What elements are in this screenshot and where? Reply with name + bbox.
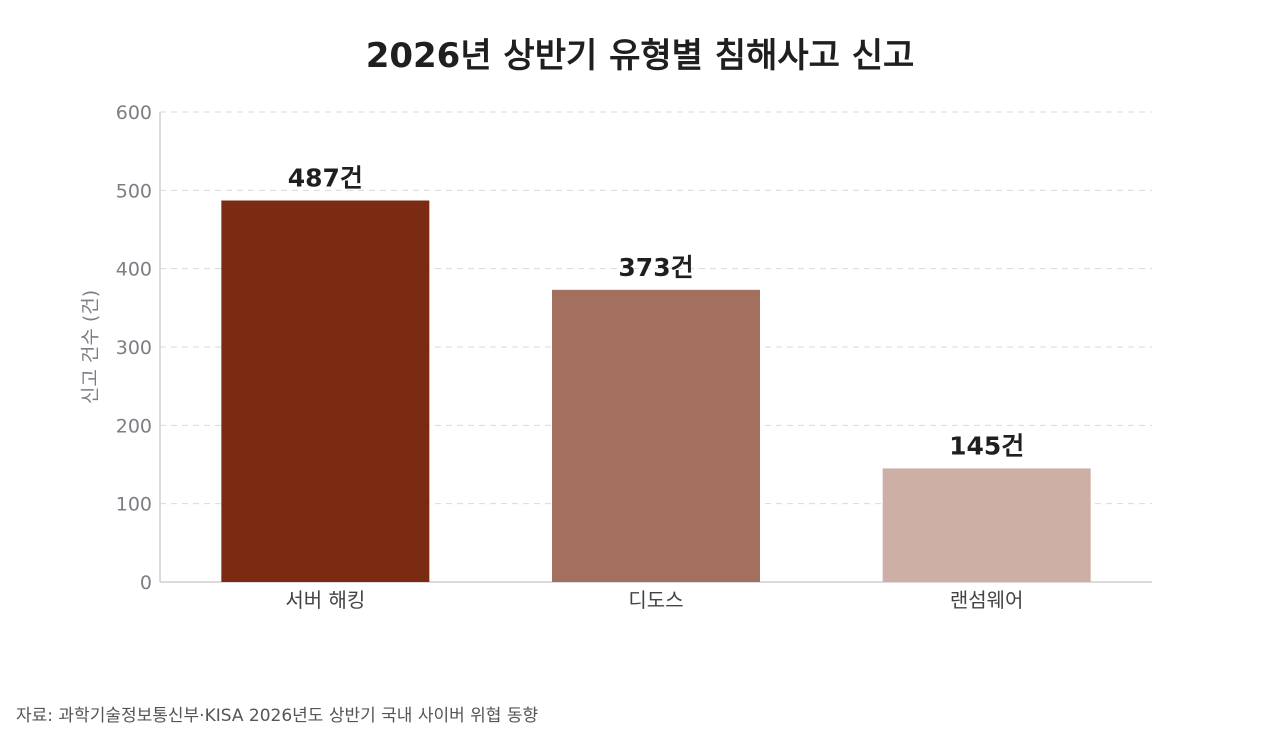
y-tick-label: 400 bbox=[116, 259, 152, 281]
y-tick-label: 200 bbox=[116, 415, 152, 437]
x-tick-label: 디도스 bbox=[628, 588, 683, 612]
bar-1 bbox=[221, 200, 430, 582]
source-note: 자료: 과학기술정보통신부·KISA 2026년도 상반기 국내 사이버 위협 … bbox=[16, 706, 539, 726]
bars bbox=[221, 200, 1091, 582]
data-label: 487건 bbox=[288, 164, 363, 193]
bar-2 bbox=[552, 289, 760, 582]
x-tick-label: 서버 해킹 bbox=[285, 588, 365, 612]
bar-3 bbox=[882, 468, 1091, 582]
data-label: 373건 bbox=[618, 253, 693, 282]
y-tick-label: 600 bbox=[116, 102, 152, 124]
x-tick-label: 랜섬웨어 bbox=[950, 588, 1024, 612]
y-tick-label: 300 bbox=[116, 337, 152, 359]
y-tick-label: 0 bbox=[140, 572, 152, 594]
y-axis-title: 신고 건수 (건) bbox=[80, 290, 102, 404]
y-tick-label: 100 bbox=[116, 494, 152, 516]
data-label: 145건 bbox=[949, 431, 1024, 460]
chart-title: 2026년 상반기 유형별 침해사고 신고 bbox=[365, 36, 915, 76]
y-tick-label: 500 bbox=[116, 180, 152, 202]
